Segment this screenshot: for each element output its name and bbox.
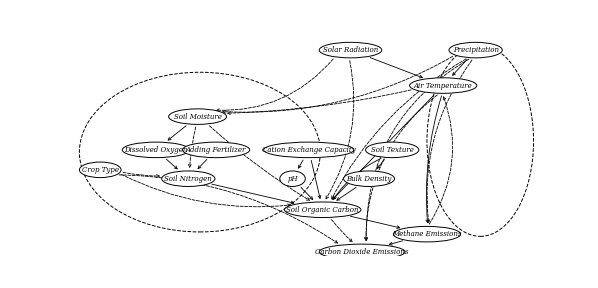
Ellipse shape [285,202,361,217]
Ellipse shape [365,142,419,158]
Ellipse shape [169,109,227,124]
Ellipse shape [161,171,215,186]
Text: Carbon Dioxide Emissions: Carbon Dioxide Emissions [315,248,409,256]
Ellipse shape [343,171,395,186]
Ellipse shape [280,171,306,186]
Text: Solar Radiation: Solar Radiation [323,46,378,54]
Text: Soil Texture: Soil Texture [371,146,414,154]
Text: Cation Exchange Capacity: Cation Exchange Capacity [262,146,356,154]
Ellipse shape [393,226,460,242]
Text: Precipitation: Precipitation [453,46,499,54]
Text: Dissolved Oxygen: Dissolved Oxygen [124,146,188,154]
Text: Soil Nitrogen: Soil Nitrogen [164,175,212,183]
Text: Soil Moisture: Soil Moisture [173,113,221,121]
Text: Bulk Density: Bulk Density [346,175,392,183]
Text: Adding Fertilizer: Adding Fertilizer [186,146,246,154]
Ellipse shape [449,42,502,58]
Text: Soil Organic Carbon: Soil Organic Carbon [286,206,359,214]
Text: Methane Emissions: Methane Emissions [392,230,462,238]
Ellipse shape [182,142,250,158]
Ellipse shape [122,142,190,158]
Ellipse shape [410,78,477,93]
Ellipse shape [319,42,382,58]
Text: Crop Type: Crop Type [82,166,119,174]
Text: Air Temperature: Air Temperature [414,82,472,90]
Ellipse shape [319,244,405,260]
Text: pH: pH [287,175,298,183]
Ellipse shape [264,142,354,158]
Ellipse shape [80,162,121,178]
